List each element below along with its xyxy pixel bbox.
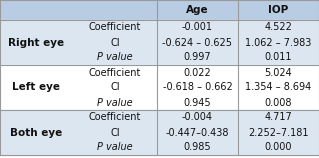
Text: -0.004: -0.004 bbox=[182, 112, 213, 122]
Bar bbox=[0, 65, 319, 110]
Text: 1.354 – 8.694: 1.354 – 8.694 bbox=[245, 82, 312, 92]
Text: Coefficient: Coefficient bbox=[89, 67, 141, 78]
Text: 5.024: 5.024 bbox=[265, 67, 293, 78]
Bar bbox=[0, 110, 319, 155]
Text: 0.011: 0.011 bbox=[265, 52, 292, 63]
Text: Coefficient: Coefficient bbox=[89, 112, 141, 122]
Text: Left eye: Left eye bbox=[12, 82, 61, 92]
Text: P value: P value bbox=[97, 143, 133, 152]
Text: 4.717: 4.717 bbox=[265, 112, 293, 122]
Text: Right eye: Right eye bbox=[8, 37, 64, 48]
Text: CI: CI bbox=[110, 128, 120, 137]
Text: -0.447–0.438: -0.447–0.438 bbox=[166, 128, 229, 137]
Text: 0.008: 0.008 bbox=[265, 97, 292, 107]
Text: -0.624 – 0.625: -0.624 – 0.625 bbox=[162, 37, 233, 48]
Text: 0.945: 0.945 bbox=[184, 97, 211, 107]
Text: 0.022: 0.022 bbox=[184, 67, 211, 78]
Bar bbox=[0, 0, 319, 20]
Text: P value: P value bbox=[97, 52, 133, 63]
Text: Coefficient: Coefficient bbox=[89, 22, 141, 33]
Text: 2.252–7.181: 2.252–7.181 bbox=[248, 128, 309, 137]
Bar bbox=[0, 20, 319, 65]
Text: P value: P value bbox=[97, 97, 133, 107]
Text: 1.062 – 7.983: 1.062 – 7.983 bbox=[245, 37, 312, 48]
Text: 4.522: 4.522 bbox=[264, 22, 293, 33]
Text: 0.985: 0.985 bbox=[184, 143, 211, 152]
Text: -0.001: -0.001 bbox=[182, 22, 213, 33]
Text: -0.618 – 0.662: -0.618 – 0.662 bbox=[163, 82, 232, 92]
Text: 0.997: 0.997 bbox=[184, 52, 211, 63]
Text: Both eye: Both eye bbox=[11, 128, 63, 137]
Text: 0.000: 0.000 bbox=[265, 143, 292, 152]
Text: CI: CI bbox=[110, 82, 120, 92]
Text: IOP: IOP bbox=[268, 5, 289, 15]
Text: CI: CI bbox=[110, 37, 120, 48]
Text: Age: Age bbox=[186, 5, 209, 15]
